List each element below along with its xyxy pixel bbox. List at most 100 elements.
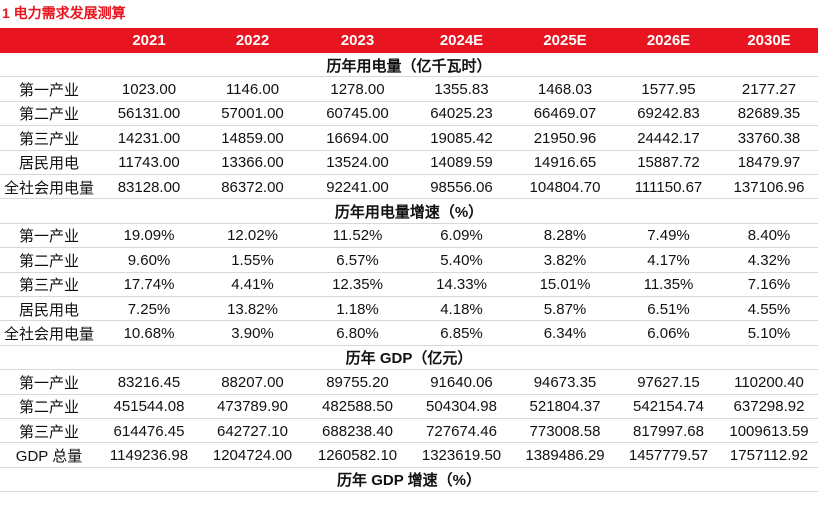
row-label: 第一产业 bbox=[18, 374, 79, 392]
data-cell: 111150.67 bbox=[634, 178, 703, 196]
data-cell: 83128.00 bbox=[117, 178, 181, 196]
row-label: 第二产业 bbox=[18, 106, 79, 124]
data-row bbox=[0, 443, 818, 468]
data-cell: 3.82% bbox=[543, 251, 587, 269]
row-label: 第一产业 bbox=[18, 82, 79, 100]
data-cell: 6.80% bbox=[336, 325, 379, 343]
data-cell: 451544.08 bbox=[113, 398, 185, 416]
data-cell: 4.18% bbox=[440, 300, 483, 318]
data-cell: 6.06% bbox=[647, 325, 690, 343]
data-row bbox=[0, 297, 818, 322]
data-cell: 1260582.10 bbox=[317, 447, 398, 465]
row-label: 第二产业 bbox=[18, 252, 79, 270]
row-label: 全社会用电量 bbox=[3, 179, 94, 197]
data-cell: 11.52% bbox=[332, 227, 383, 245]
row-label: GDP 总量 bbox=[15, 448, 83, 466]
row-label: 第一产业 bbox=[18, 228, 79, 246]
data-cell: 542154.74 bbox=[633, 398, 704, 416]
section-row bbox=[0, 53, 818, 78]
header-cell: 2030E bbox=[720, 28, 818, 53]
data-cell: 15.01% bbox=[539, 276, 591, 294]
data-cell: 642727.10 bbox=[217, 422, 288, 440]
data-cell: 5.87% bbox=[543, 300, 587, 318]
data-cell: 14916.65 bbox=[533, 154, 597, 172]
data-cell: 1.18% bbox=[336, 300, 379, 318]
data-cell: 11743.00 bbox=[118, 154, 180, 172]
data-cell: 14231.00 bbox=[117, 129, 181, 147]
data-cell: 1355.83 bbox=[434, 81, 489, 99]
row-label: 第二产业 bbox=[18, 399, 79, 417]
data-row bbox=[0, 395, 818, 419]
data-cell: 504304.98 bbox=[426, 398, 497, 416]
data-row bbox=[0, 77, 818, 102]
data-cell: 13366.00 bbox=[221, 154, 284, 172]
data-row bbox=[0, 248, 818, 273]
data-cell: 8.40% bbox=[747, 227, 791, 245]
data-cell: 1757112.92 bbox=[729, 447, 809, 465]
header-cell: 2026E bbox=[617, 28, 720, 53]
data-cell: 7.25% bbox=[127, 300, 171, 318]
data-row bbox=[0, 126, 818, 151]
data-cell: 6.51% bbox=[647, 300, 690, 318]
data-cell: 521804.37 bbox=[529, 398, 601, 416]
header-cell: 2021 bbox=[98, 28, 200, 53]
data-cell: 19.09% bbox=[123, 227, 175, 245]
section-title: 历年 GDP 增速（%） bbox=[337, 472, 481, 490]
data-cell: 688238.40 bbox=[322, 422, 393, 440]
data-row bbox=[0, 151, 818, 175]
header-cell: 2023 bbox=[305, 28, 410, 53]
data-cell: 60745.00 bbox=[326, 105, 389, 123]
data-cell: 15887.72 bbox=[637, 154, 700, 172]
data-cell: 91640.06 bbox=[430, 373, 493, 391]
data-cell: 83216.45 bbox=[117, 373, 181, 391]
row-label: 居民用电 bbox=[18, 301, 79, 319]
data-cell: 4.32% bbox=[747, 251, 791, 269]
data-cell: 82689.35 bbox=[737, 105, 801, 123]
data-row bbox=[0, 224, 818, 249]
data-cell: 6.09% bbox=[440, 227, 483, 245]
data-cell: 1389486.29 bbox=[525, 447, 605, 465]
row-label: 居民用电 bbox=[18, 155, 79, 173]
data-cell: 1.55% bbox=[231, 251, 274, 269]
section-title: 历年用电量增速（%） bbox=[334, 204, 484, 222]
data-cell: 482588.50 bbox=[322, 398, 393, 416]
data-cell: 19085.42 bbox=[430, 129, 493, 147]
data-cell: 88207.00 bbox=[221, 373, 284, 391]
section-title: 历年 GDP（亿元） bbox=[345, 350, 473, 368]
data-cell: 1278.00 bbox=[330, 81, 385, 99]
data-cell: 2177.27 bbox=[741, 81, 797, 99]
data-row bbox=[0, 102, 818, 127]
section-row bbox=[0, 199, 818, 224]
row-label: 全社会用电量 bbox=[3, 326, 94, 344]
data-cell: 727674.46 bbox=[426, 422, 497, 440]
data-cell: 5.40% bbox=[440, 251, 483, 269]
data-cell: 57001.00 bbox=[221, 105, 284, 123]
data-cell: 614476.45 bbox=[113, 422, 185, 440]
data-cell: 773008.58 bbox=[529, 422, 601, 440]
row-label: 第三产业 bbox=[18, 423, 79, 441]
data-row bbox=[0, 419, 818, 444]
data-cell: 17.74% bbox=[123, 276, 175, 294]
data-cell: 13.82% bbox=[227, 300, 278, 318]
header-cell: 2025E bbox=[513, 28, 617, 53]
data-row bbox=[0, 273, 818, 297]
data-cell: 5.10% bbox=[747, 325, 791, 343]
data-cell: 16694.00 bbox=[326, 129, 389, 147]
header-cell: 2022 bbox=[200, 28, 305, 53]
data-cell: 1204724.00 bbox=[212, 447, 293, 465]
data-cell: 1468.03 bbox=[537, 81, 593, 99]
data-cell: 21950.96 bbox=[533, 129, 597, 147]
data-row bbox=[0, 175, 818, 200]
data-cell: 1323619.50 bbox=[421, 447, 502, 465]
data-cell: 104804.70 bbox=[529, 178, 601, 196]
data-cell: 1577.95 bbox=[641, 81, 696, 99]
data-cell: 66469.07 bbox=[533, 105, 597, 123]
row-label: 第三产业 bbox=[18, 130, 79, 148]
data-cell: 4.41% bbox=[231, 276, 274, 294]
data-cell: 6.85% bbox=[440, 325, 483, 343]
section-title: 历年用电量（亿千瓦时） bbox=[326, 57, 492, 75]
data-cell: 1457779.57 bbox=[628, 447, 709, 465]
data-cell: 14.33% bbox=[436, 276, 487, 294]
data-cell: 11.35% bbox=[643, 276, 694, 294]
